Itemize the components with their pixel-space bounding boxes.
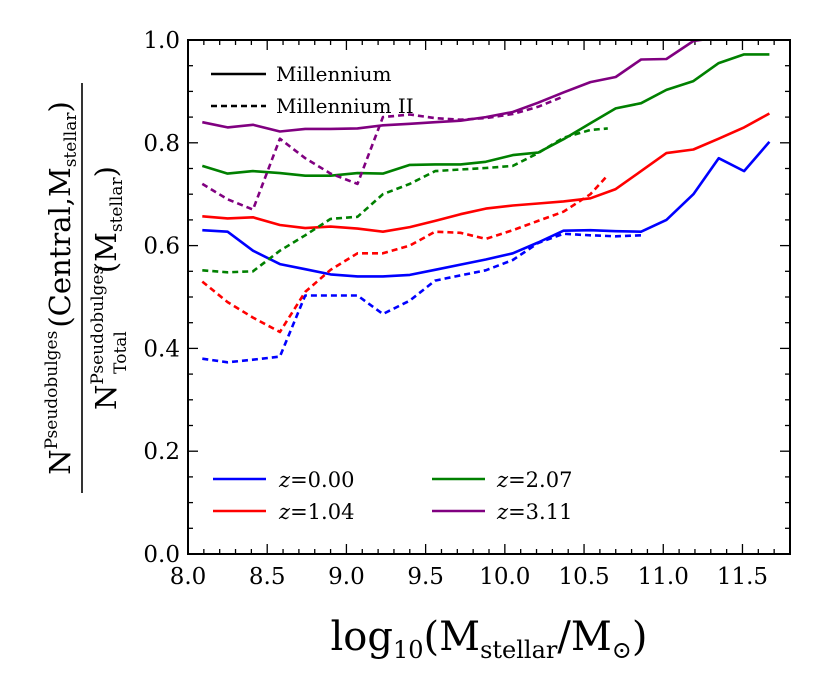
y-tick-label: 1.0	[143, 28, 180, 54]
x-tick-label: 11.0	[638, 564, 689, 590]
series-line-1	[202, 112, 771, 233]
series-line-4	[202, 232, 642, 364]
x-tick-label: 9.5	[407, 564, 444, 590]
color-legend: z=0.00 z=1.04 z=2.07 z=3.11	[213, 468, 572, 524]
y-tick-label: 0.8	[143, 131, 180, 157]
y-label-den-n: N	[89, 385, 123, 410]
style-legend-dashed-label: Millennium II	[276, 94, 414, 118]
data-series	[201, 40, 771, 364]
series-line-7	[201, 95, 564, 211]
x-axis-label: log10(Mstellar/M⊙)	[330, 614, 647, 664]
plot-frame	[187, 39, 791, 555]
x-tick-label: 10.5	[558, 564, 609, 590]
x-tick-label: 8.5	[249, 564, 286, 590]
series-line-2	[201, 53, 770, 177]
y-tick-label: 0.0	[143, 542, 180, 568]
y-label-num-n: N	[43, 449, 77, 474]
style-legend: Millennium Millennium II	[211, 62, 414, 118]
series-line-5	[201, 174, 609, 334]
series-line-0	[202, 140, 771, 278]
y-label-den-args-sub: stellar	[107, 176, 127, 232]
color-legend-label-z000: z=0.00	[278, 468, 354, 492]
y-tick-label: 0.4	[143, 336, 180, 362]
tick-labels: 8.0 8.5 9.0 9.5 10.0 10.5 11.0 11.5 0.0 0.2 0.4 0.6…	[143, 28, 768, 590]
color-legend-label-z311: z=3.11	[496, 500, 572, 524]
y-label-num-args: (Central,M	[43, 167, 77, 327]
series-line-6	[202, 127, 608, 274]
x-tick-label: 9.0	[328, 564, 365, 590]
x-tick-label: 8.0	[170, 564, 207, 590]
y-label-num-args-sub: stellar	[61, 112, 81, 168]
style-legend-solid-label: Millennium	[276, 62, 392, 86]
y-axis-label: NPseudobulges(Central,Mstellar) NPseudob…	[42, 83, 131, 493]
y-label-den-args: (M	[89, 232, 123, 273]
y-label-num-sup: Pseudobulges	[42, 331, 62, 450]
y-label-den-sub: Total	[111, 331, 131, 374]
y-tick-label: 0.2	[143, 439, 180, 465]
y-tick-label: 0.6	[143, 234, 180, 260]
y-label-den-close: )	[89, 166, 123, 177]
y-label-den-sup: Pseudobulges	[88, 266, 108, 385]
color-legend-label-z104: z=1.04	[278, 500, 354, 524]
y-label-num-close: )	[43, 101, 77, 112]
color-legend-label-z207: z=2.07	[496, 468, 572, 492]
x-tick-label: 10.0	[479, 564, 530, 590]
x-tick-label: 11.5	[717, 564, 768, 590]
svg-text:NPseudobulges(Central,Mstellar: NPseudobulges (Central,Mstellar)	[42, 101, 81, 475]
